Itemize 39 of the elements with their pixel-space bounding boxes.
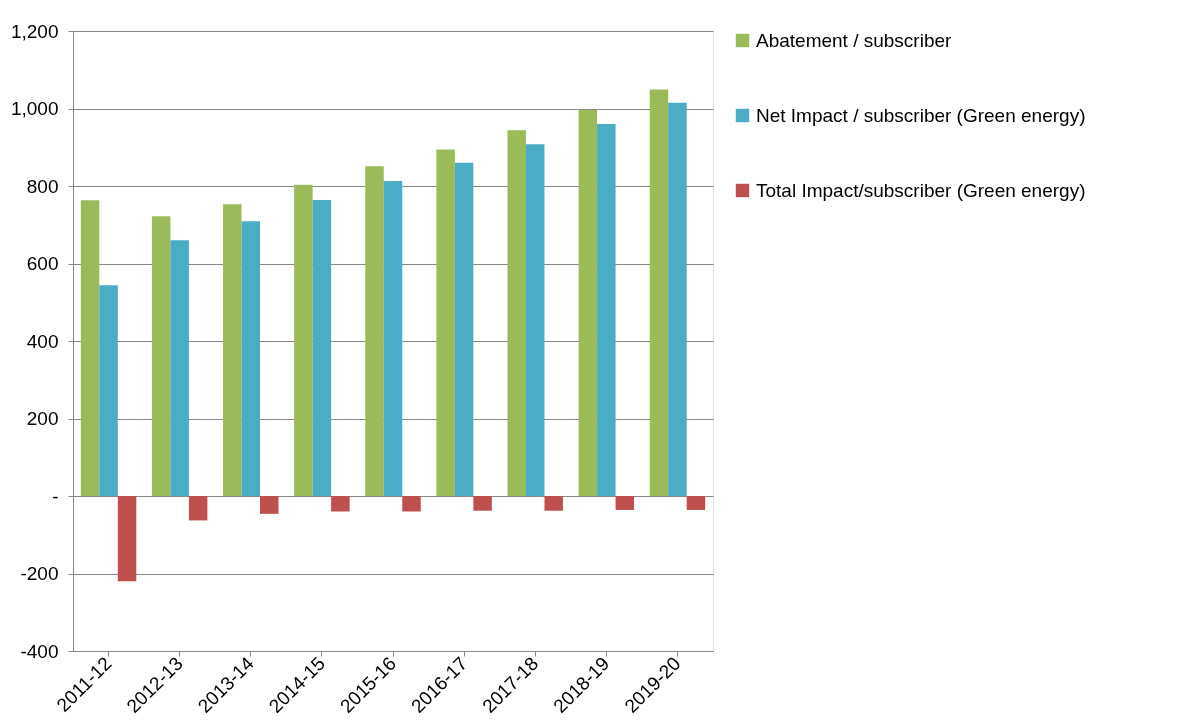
y-tick-label: 800 [26, 175, 59, 197]
bar [99, 285, 118, 496]
bar [544, 496, 563, 511]
legend-label: Total Impact/subscriber (Green energy) [756, 179, 1086, 201]
y-tick-label: 1,000 [10, 98, 59, 119]
bar [223, 204, 242, 496]
bar [151, 216, 171, 496]
bar [668, 102, 687, 496]
y-tick-label: 600 [26, 253, 59, 274]
bar [525, 144, 545, 496]
bar [331, 496, 350, 512]
bar [649, 89, 669, 496]
legend-label: Net Impact / subscriber (Green energy) [756, 104, 1086, 126]
bar [117, 496, 137, 582]
bar [597, 124, 616, 496]
y-tick-label: 400 [26, 330, 59, 352]
bar [170, 240, 189, 496]
bar [294, 184, 313, 496]
bar [80, 200, 100, 496]
bar [383, 180, 403, 496]
legend-label: Abatement / subscriber [756, 29, 953, 51]
bar [473, 496, 492, 511]
bar [686, 496, 706, 510]
y-tick-label: 200 [26, 408, 59, 429]
bar [188, 496, 208, 521]
bar [578, 110, 598, 496]
bar [312, 199, 332, 496]
bar [615, 496, 635, 510]
bar [436, 149, 455, 496]
y-tick-label: -200 [20, 563, 59, 584]
bar [260, 496, 279, 514]
bar [241, 221, 261, 496]
y-tick-label: 1,200 [10, 20, 59, 42]
y-tick-label: - [52, 485, 59, 507]
bar [365, 166, 384, 496]
bar [454, 162, 474, 496]
bar [507, 130, 526, 496]
y-tick-label: -400 [20, 640, 59, 662]
bar [402, 496, 421, 512]
